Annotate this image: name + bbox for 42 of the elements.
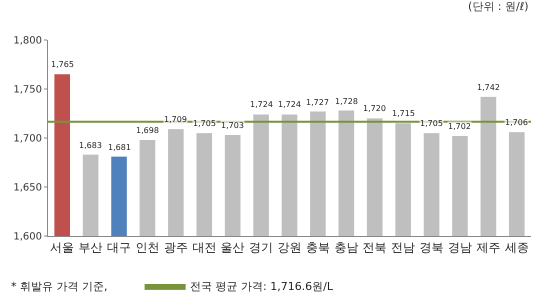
x-tick-label: 대전 bbox=[192, 240, 216, 254]
data-label: 1,683 bbox=[79, 141, 102, 150]
data-label: 1,703 bbox=[221, 121, 244, 130]
text: (단위 : 원/ℓ) bbox=[468, 0, 529, 13]
y-tick-label: 1,800 bbox=[13, 36, 42, 46]
data-label: 1,720 bbox=[363, 104, 386, 113]
x-tick-label: 대구 bbox=[107, 240, 132, 254]
x-tick-label: 세종 bbox=[504, 240, 529, 254]
x-tick-label: 제주 bbox=[476, 240, 500, 254]
y-tick-label: 1,700 bbox=[13, 134, 42, 144]
text: * 휘발유 가격 기준, bbox=[11, 280, 108, 293]
x-tick-label: 전남 bbox=[391, 240, 416, 254]
data-label: 1,727 bbox=[306, 98, 329, 107]
data-label: 1,698 bbox=[136, 126, 159, 135]
data-label: 1,715 bbox=[392, 109, 415, 118]
x-tick-label: 광주 bbox=[164, 240, 188, 254]
y-tick-label: 1,750 bbox=[13, 84, 42, 96]
data-label: 1,724 bbox=[278, 100, 301, 109]
x-tick-label: 경북 bbox=[420, 240, 444, 254]
data-label: 1,765 bbox=[51, 60, 74, 69]
x-tick-label: 부산 bbox=[78, 240, 103, 254]
legend-label: 전국 평균 가격: 1,716.6원/L bbox=[190, 280, 334, 293]
data-label: 1,724 bbox=[250, 100, 273, 109]
x-tick-label: 충북 bbox=[306, 240, 330, 254]
data-label: 1,742 bbox=[477, 83, 500, 92]
data-label: 1,705 bbox=[420, 119, 443, 128]
data-label: 1,681 bbox=[108, 143, 131, 152]
x-tick-label: 경기 bbox=[249, 240, 274, 254]
data-label: 1,728 bbox=[335, 97, 358, 106]
data-label: 1,709 bbox=[164, 115, 187, 124]
y-tick-label: 1,600 bbox=[13, 232, 42, 242]
x-tick-label: 전북 bbox=[362, 240, 387, 254]
data-label: 1,706 bbox=[505, 118, 528, 127]
x-tick-label: 인천 bbox=[135, 240, 160, 254]
x-tick-label: 강원 bbox=[278, 240, 302, 254]
data-label: 1,702 bbox=[448, 122, 471, 131]
x-tick-label: 울산 bbox=[220, 240, 245, 254]
x-tick-label: 경남 bbox=[448, 240, 472, 254]
x-tick-label: 서울 bbox=[50, 240, 74, 254]
y-tick-label: 1,650 bbox=[13, 182, 42, 194]
x-tick-label: 충남 bbox=[334, 240, 358, 254]
data-label: 1,705 bbox=[193, 119, 216, 128]
